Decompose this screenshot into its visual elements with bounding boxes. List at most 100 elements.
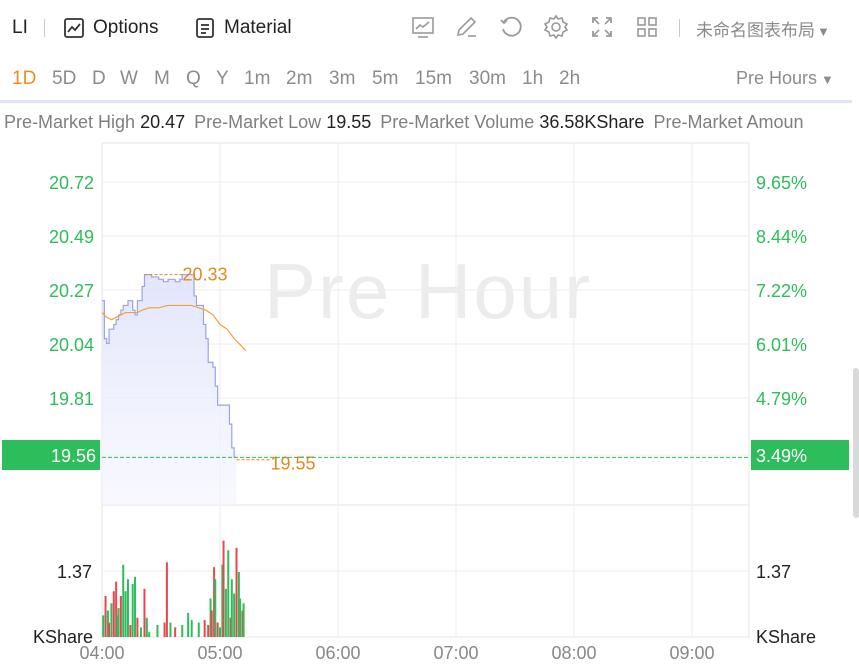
volume-bar <box>139 627 142 637</box>
fullscreen-icon[interactable] <box>589 14 615 40</box>
volume-bar <box>187 612 190 637</box>
volume-unit-label: KShare <box>756 627 816 647</box>
current-percent-value: 3.49% <box>756 446 807 466</box>
caret-down-icon: ▼ <box>817 24 830 39</box>
material-button[interactable]: Material <box>194 14 292 42</box>
time-axis-label: 08:00 <box>551 643 596 663</box>
time-axis-label: 06:00 <box>315 643 360 663</box>
period-5m[interactable]: 5m <box>372 68 399 89</box>
volume-bar <box>134 576 137 637</box>
volume-bar <box>106 610 109 637</box>
period-w[interactable]: W <box>120 68 138 89</box>
period-15m[interactable]: 15m <box>415 68 452 89</box>
volume-bar <box>235 547 238 637</box>
volume-bar <box>169 622 172 637</box>
period-q[interactable]: Q <box>186 68 201 89</box>
period-1d[interactable]: 1D <box>12 68 37 89</box>
chart-grid <box>101 142 750 638</box>
volume-bar <box>112 591 115 637</box>
toolbar-divider <box>679 19 680 37</box>
period-1h[interactable]: 1h <box>522 68 544 89</box>
price-area <box>102 274 237 505</box>
session-selector[interactable]: Pre Hours ▼ <box>736 68 834 89</box>
time-axis-label: 05:00 <box>197 643 242 663</box>
session-label: Pre Hours <box>736 68 818 88</box>
volume-bar <box>131 584 134 637</box>
period-30m[interactable]: 30m <box>469 68 506 89</box>
material-document-icon <box>196 18 214 38</box>
toolbar: LI Options Material <box>0 0 859 56</box>
volume-bar <box>163 622 166 637</box>
indicator-icon[interactable] <box>410 14 436 40</box>
volume-bar <box>122 564 125 637</box>
volume-bar <box>207 624 210 637</box>
price-chart[interactable]: 20.33 19.55 19.56 3.49% 20.72 20.49 20.2… <box>0 140 859 670</box>
volume-bar <box>216 622 219 637</box>
volume-bar <box>222 540 225 637</box>
volume-bar <box>181 624 184 637</box>
volume-bar <box>129 624 132 637</box>
period-m[interactable]: M <box>154 68 170 89</box>
vertical-scrollbar[interactable] <box>853 368 859 518</box>
volume-bar <box>102 615 105 637</box>
time-axis-label: 04:00 <box>79 643 124 663</box>
time-axis-label: 09:00 <box>669 643 714 663</box>
header-divider <box>0 100 852 103</box>
period-1m[interactable]: 1m <box>244 68 271 89</box>
layout-grid-icon[interactable] <box>634 14 660 40</box>
volume-bar <box>224 588 227 637</box>
price-axis-label: 20.27 <box>49 281 94 301</box>
stat-volume-label: Pre-Market Volume <box>380 112 535 132</box>
volume-bar <box>230 579 233 637</box>
period-2m[interactable]: 2m <box>286 68 313 89</box>
price-line <box>102 273 237 458</box>
layout-name-label: 未命名图表布局 <box>696 21 815 40</box>
percent-axis-label: 8.44% <box>756 227 807 247</box>
volume-bar <box>115 581 118 637</box>
percent-axis-label: 4.79% <box>756 389 807 409</box>
period-3m[interactable]: 3m <box>329 68 356 89</box>
symbol-label[interactable]: LI <box>12 17 28 38</box>
options-button[interactable]: Options <box>63 14 158 42</box>
volume-bar <box>210 610 213 637</box>
volume-bar <box>116 615 119 637</box>
volume-bar <box>221 564 224 637</box>
premarket-stats: Pre-Market High 20.47 Pre-Market Low 19.… <box>4 112 854 133</box>
percent-axis-label: 6.01% <box>756 335 807 355</box>
refresh-icon[interactable] <box>498 14 524 40</box>
toolbar-divider <box>44 19 45 37</box>
watermark: Pre Hour <box>264 247 593 335</box>
volume-bar <box>119 596 122 637</box>
volume-bar <box>136 617 139 637</box>
period-5d[interactable]: 5D <box>52 68 77 89</box>
volume-bar <box>197 622 200 637</box>
volume-bar <box>213 567 216 637</box>
volume-bar <box>203 620 206 637</box>
stat-amount-label: Pre-Market Amoun <box>653 112 804 132</box>
period-d[interactable]: D <box>92 68 106 89</box>
layout-selector[interactable]: 未命名图表布局 ▼ <box>696 16 830 41</box>
settings-gear-icon[interactable] <box>543 14 569 40</box>
volume-bar <box>124 591 127 637</box>
period-bar: 1D 5D D W M Q Y 1m 2m 3m 5m 15m 30m 1h 2… <box>0 62 859 96</box>
volume-bar <box>174 627 177 637</box>
current-percent-tag <box>751 440 849 470</box>
draw-pen-icon[interactable] <box>454 14 480 40</box>
period-2h[interactable]: 2h <box>559 68 581 89</box>
volume-bar <box>233 593 236 637</box>
current-price-value: 19.56 <box>51 446 96 466</box>
price-axis-label: 20.72 <box>49 173 94 193</box>
volume-bar <box>143 588 146 637</box>
volume-bar <box>126 579 129 637</box>
options-label: Options <box>93 17 159 38</box>
caret-down-icon: ▼ <box>821 72 834 87</box>
volume-axis-label: 1.37 <box>57 562 92 582</box>
material-label: Material <box>224 17 292 38</box>
volume-bar <box>237 571 240 637</box>
price-axis-label: 20.49 <box>49 227 94 247</box>
volume-bar <box>239 598 242 637</box>
volume-bar <box>242 603 245 637</box>
period-y[interactable]: Y <box>216 68 229 89</box>
volume-bar <box>229 617 232 637</box>
volume-bar <box>241 610 244 637</box>
